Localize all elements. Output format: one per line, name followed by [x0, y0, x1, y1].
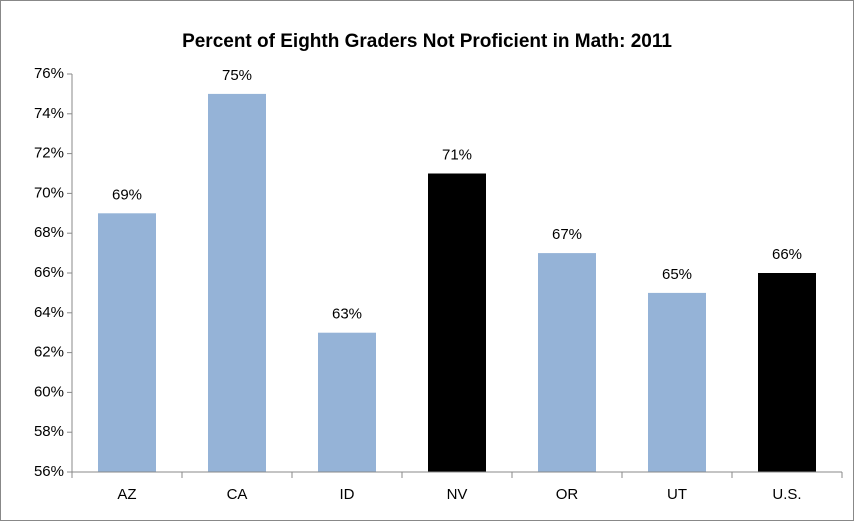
y-tick-label: 74%: [34, 105, 64, 122]
x-tick-label: CA: [227, 486, 248, 503]
x-tick-label: UT: [667, 486, 687, 503]
bar: [758, 273, 816, 472]
data-label: 65%: [662, 266, 692, 283]
data-label: 63%: [332, 306, 362, 323]
y-tick-label: 58%: [34, 423, 64, 440]
chart-title: Percent of Eighth Graders Not Proficient…: [182, 31, 672, 52]
x-tick-label: AZ: [117, 486, 136, 503]
y-tick-label: 70%: [34, 184, 64, 201]
bar: [318, 332, 376, 472]
y-tick-label: 64%: [34, 304, 64, 321]
x-tick-label: NV: [447, 486, 468, 503]
data-label: 69%: [112, 186, 142, 203]
bar: [428, 173, 486, 472]
bar: [538, 253, 596, 472]
x-tick-label: OR: [556, 486, 579, 503]
y-tick-label: 56%: [34, 463, 64, 480]
data-label: 67%: [552, 226, 582, 243]
y-tick-label: 72%: [34, 145, 64, 162]
y-tick-label: 66%: [34, 264, 64, 281]
y-tick-label: 62%: [34, 344, 64, 361]
data-label: 71%: [442, 146, 472, 163]
y-tick-label: 68%: [34, 224, 64, 241]
x-tick-label: ID: [340, 486, 355, 503]
bar: [208, 93, 266, 473]
data-label: 75%: [222, 67, 252, 84]
bar: [648, 292, 706, 472]
data-label: 66%: [772, 246, 802, 263]
y-tick-label: 60%: [34, 383, 64, 400]
y-tick-label: 76%: [34, 65, 64, 82]
bar: [98, 213, 156, 473]
x-tick-label: U.S.: [772, 486, 801, 503]
